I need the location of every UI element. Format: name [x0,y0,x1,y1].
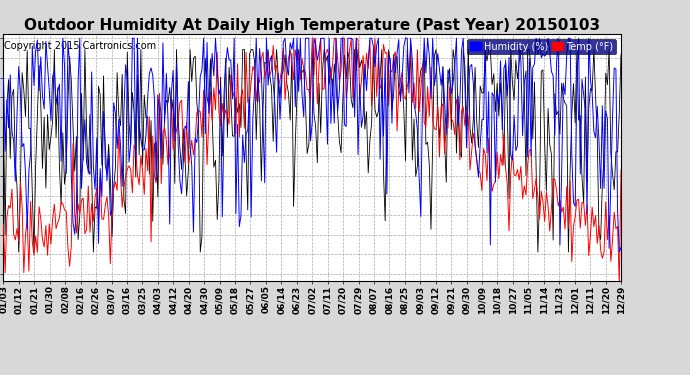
Legend: Humidity (%), Temp (°F): Humidity (%), Temp (°F) [467,39,616,54]
Title: Outdoor Humidity At Daily High Temperature (Past Year) 20150103: Outdoor Humidity At Daily High Temperatu… [24,18,600,33]
Text: Copyright 2015 Cartronics.com: Copyright 2015 Cartronics.com [4,41,156,51]
